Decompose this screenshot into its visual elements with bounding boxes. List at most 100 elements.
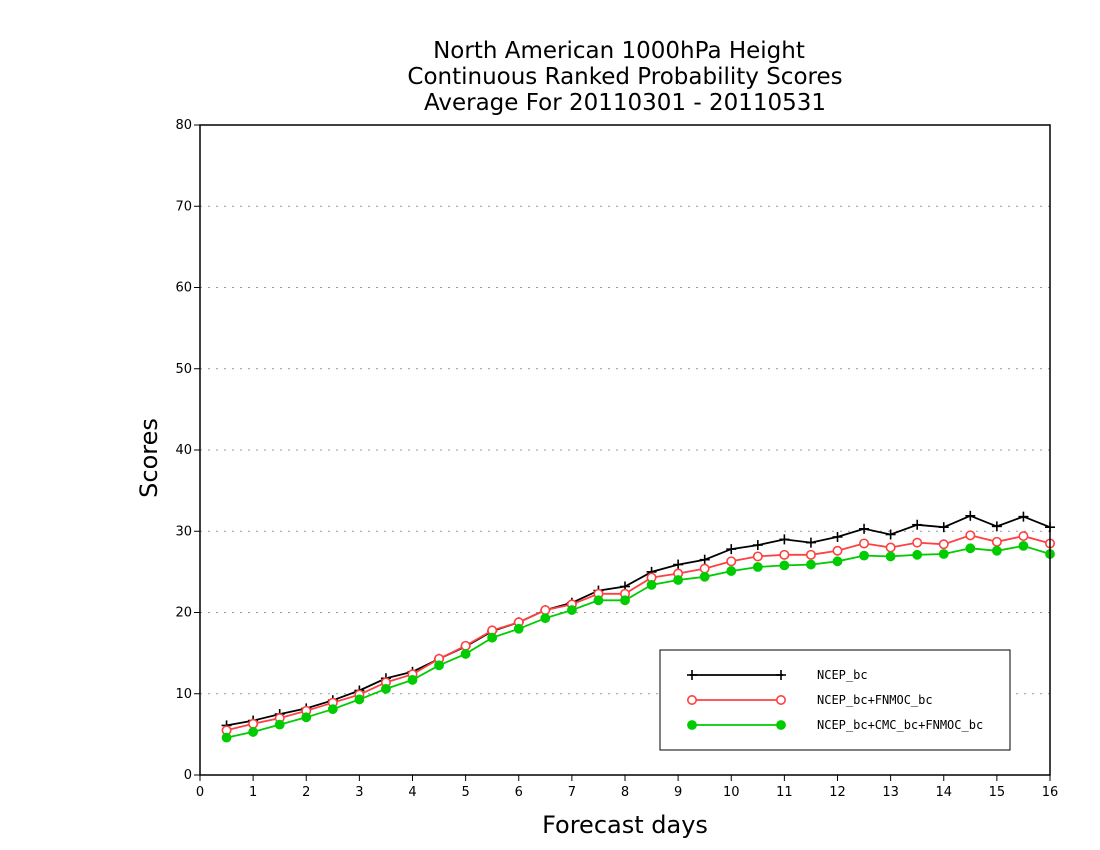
series-2-point-20 xyxy=(752,562,763,572)
series-0-point-27 xyxy=(938,522,949,533)
title-line-2: Continuous Ranked Probability Scores xyxy=(407,64,842,90)
series-2-point-12 xyxy=(540,613,551,624)
series-2-point-16 xyxy=(646,579,657,590)
x-tick-label-2: 2 xyxy=(302,785,310,800)
legend-label-1: NCEP_bc+FNMOC_bc xyxy=(817,693,933,707)
series-2-point-4 xyxy=(327,704,338,715)
series-2-point-1 xyxy=(248,727,259,737)
series-2-point-26 xyxy=(912,549,923,560)
series-1-point-28 xyxy=(965,530,976,541)
series-0-point-18 xyxy=(699,554,710,565)
y-tick-label-60: 60 xyxy=(175,281,192,296)
series-2 xyxy=(221,540,1055,743)
series-0-point-28 xyxy=(965,510,976,521)
series-2-point-6 xyxy=(381,683,391,694)
series-2-point-11 xyxy=(513,623,524,634)
series-1-point-21 xyxy=(779,549,790,560)
series-2-point-3 xyxy=(301,712,312,723)
series-1-point-24 xyxy=(859,538,870,549)
series-0-point-24 xyxy=(859,523,870,534)
x-tick-label-6: 6 xyxy=(515,785,523,800)
x-tick-label-14: 14 xyxy=(935,785,952,800)
y-tick-label-10: 10 xyxy=(175,687,192,702)
series-2-point-21 xyxy=(779,560,790,571)
legend-label-2: NCEP_bc+CMC_bc+FNMOC_bc xyxy=(817,718,983,732)
series-2-point-13 xyxy=(566,605,577,615)
series-2-point-2 xyxy=(274,719,285,730)
series-2-point-19 xyxy=(726,566,737,576)
x-tick-label-1: 1 xyxy=(249,785,257,800)
y-tick-label-40: 40 xyxy=(175,443,192,458)
title-line-1: North American 1000hPa Height xyxy=(433,38,805,64)
x-axis-ticks: 0 1 2 3 4 5 6 7 8 9 10 11 12 13 14 15 16 xyxy=(196,775,1058,800)
series-0-point-29 xyxy=(991,521,1002,532)
series-2-point-15 xyxy=(620,595,630,606)
series-0-point-20 xyxy=(752,540,763,551)
x-tick-label-8: 8 xyxy=(621,785,629,800)
series-0-point-17 xyxy=(673,559,684,570)
series-2-point-30 xyxy=(1018,540,1029,551)
y-axis-ticks: 0 10 20 30 40 50 60 70 80 xyxy=(175,118,200,783)
series-0-point-22 xyxy=(805,537,816,548)
series-1-point-26 xyxy=(912,537,923,548)
legend: NCEP_bc NCEP_bc+FNMOC_bc NCEP_bc+CMC_bc+FN… xyxy=(659,649,1011,751)
series-2-point-0 xyxy=(221,732,232,743)
series-2-point-27 xyxy=(938,549,949,559)
series-2-point-18 xyxy=(699,571,710,582)
legend-item-2: NCEP_bc+CMC_bc+FNMOC_bc xyxy=(687,718,983,732)
series-2-point-8 xyxy=(434,660,444,671)
legend-marker-start-1 xyxy=(686,694,697,705)
series-0-point-25 xyxy=(885,529,896,540)
series-2-point-10 xyxy=(487,632,498,643)
series-2-point-17 xyxy=(673,575,684,585)
x-axis-label: Forecast days xyxy=(542,811,708,839)
y-axis-label: Scores xyxy=(135,418,163,498)
series-layer xyxy=(221,510,1056,743)
title-line-3: Average For 20110301 - 20110531 xyxy=(424,90,826,116)
y-tick-label-70: 70 xyxy=(175,199,192,214)
grid-lines xyxy=(200,205,1050,695)
series-line-0 xyxy=(226,514,1051,727)
x-tick-label-7: 7 xyxy=(568,785,576,800)
series-1-point-25 xyxy=(885,542,896,553)
x-tick-label-12: 12 xyxy=(829,785,846,800)
y-tick-label-80: 80 xyxy=(175,118,192,133)
series-1-point-29 xyxy=(991,536,1002,547)
series-1-point-20 xyxy=(752,551,763,562)
series-2-point-5 xyxy=(354,694,365,705)
series-1-point-18 xyxy=(699,563,710,574)
x-tick-label-9: 9 xyxy=(674,785,682,800)
series-2-point-14 xyxy=(593,595,604,606)
y-tick-label-20: 20 xyxy=(175,606,192,621)
legend-item-0: NCEP_bc xyxy=(687,668,868,682)
series-1-point-1 xyxy=(248,718,259,729)
series-1-point-9 xyxy=(460,640,471,651)
series-0-point-21 xyxy=(779,534,790,545)
series-0-point-26 xyxy=(912,519,923,530)
x-tick-label-0: 0 xyxy=(196,785,204,800)
series-1-point-27 xyxy=(938,539,949,550)
legend-marker-start-2 xyxy=(687,720,697,730)
x-tick-label-13: 13 xyxy=(882,785,899,800)
x-tick-label-11: 11 xyxy=(776,785,793,800)
x-tick-label-15: 15 xyxy=(989,785,1006,800)
x-tick-label-4: 4 xyxy=(408,785,416,800)
series-1-point-22 xyxy=(805,549,816,560)
legend-marker-start-0 xyxy=(687,670,697,680)
x-tick-label-3: 3 xyxy=(355,785,363,800)
legend-label-0: NCEP_bc xyxy=(817,668,868,682)
series-0-point-30 xyxy=(1018,511,1029,522)
y-tick-label-30: 30 xyxy=(175,524,192,539)
series-1-point-23 xyxy=(832,545,843,556)
x-tick-label-10: 10 xyxy=(723,785,740,800)
series-1-point-19 xyxy=(726,556,737,567)
series-1-point-12 xyxy=(540,605,551,616)
series-2-point-28 xyxy=(965,543,976,554)
chart-title: North American 1000hPa Height Continuous… xyxy=(407,38,842,116)
y-tick-label-50: 50 xyxy=(175,362,192,377)
legend-marker-end-0 xyxy=(776,670,786,680)
series-0-point-23 xyxy=(832,531,843,542)
series-2-point-29 xyxy=(991,545,1002,556)
legend-marker-end-2 xyxy=(776,720,786,730)
